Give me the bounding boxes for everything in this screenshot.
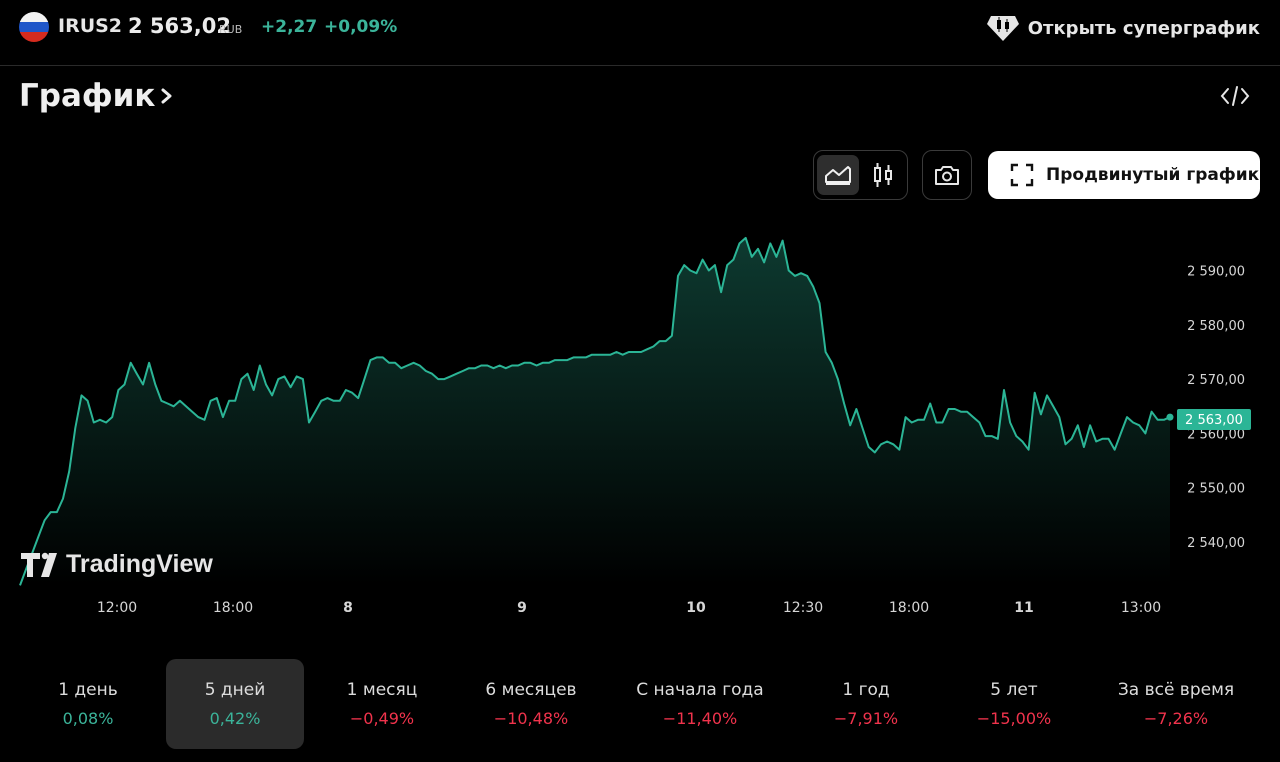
russia-flag-icon xyxy=(19,12,49,42)
code-embed-icon[interactable] xyxy=(1220,83,1250,109)
period-label: 1 день xyxy=(58,680,118,700)
area-chart-icon xyxy=(825,166,851,185)
open-supergraph-button[interactable]: Открыть суперграфик xyxy=(986,13,1260,43)
y-axis: 2 590,00 2 580,00 2 570,00 2 560,00 2 550,00… xyxy=(1187,265,1245,552)
candlestick-chart-icon xyxy=(874,163,892,187)
y-tick-label: 2 550,00 xyxy=(1187,482,1245,497)
x-tick-label: 10 xyxy=(686,600,706,616)
x-tick-label: 11 xyxy=(1014,600,1033,616)
price-line xyxy=(19,236,1171,586)
x-tick-label: 18:00 xyxy=(889,600,929,616)
snapshot-button[interactable] xyxy=(922,150,972,200)
period-change-value: −15,00% xyxy=(976,709,1052,728)
ticker-symbol: IRUS2 xyxy=(58,15,123,37)
quote-header: IRUS2 2 563,02 RUB +2,27 +0,09% Открыть … xyxy=(0,0,1280,66)
x-tick-label: 18:00 xyxy=(213,600,253,616)
y-tick-label: 2 580,00 xyxy=(1187,319,1245,334)
period-label: 1 год xyxy=(842,680,890,700)
candlestick-chart-button[interactable] xyxy=(862,155,904,195)
x-tick-label: 12:00 xyxy=(97,600,137,616)
camera-icon xyxy=(935,166,959,185)
period-performance-tabs: 1 день 0,08% 5 дней 0,42% 1 месяц −0,49% 6 мес… xyxy=(0,659,1280,749)
period-tab[interactable]: 6 месяцев −10,48% xyxy=(462,659,600,749)
last-price-label: 2 563,00 xyxy=(1185,413,1243,428)
x-tick-label: 12:30 xyxy=(783,600,823,616)
period-tab[interactable]: С начала года −11,40% xyxy=(630,659,770,749)
chevron-right-icon xyxy=(161,88,172,104)
last-price-dot xyxy=(1166,413,1174,421)
x-tick-label: 9 xyxy=(517,600,527,616)
y-tick-label: 2 590,00 xyxy=(1187,265,1245,280)
last-price-badge xyxy=(1177,409,1251,430)
x-tick-label: 8 xyxy=(343,600,353,616)
period-change-value: −11,40% xyxy=(662,709,738,728)
period-label: 1 месяц xyxy=(346,680,418,700)
price-change-absolute: +2,27 xyxy=(261,17,318,37)
x-tick-label: 13:00 xyxy=(1121,600,1161,616)
period-change-value: −0,49% xyxy=(349,709,415,728)
period-tab[interactable]: 1 месяц −0,49% xyxy=(313,659,451,749)
advanced-chart-label: Продвинутый график xyxy=(1046,165,1260,185)
chart-section-title-link[interactable]: График xyxy=(19,78,175,114)
period-change-value: −7,26% xyxy=(1143,709,1209,728)
y-tick-label: 2 570,00 xyxy=(1187,373,1245,388)
price-change-percent: +0,09% xyxy=(324,17,398,37)
period-label: С начала года xyxy=(636,680,764,700)
current-price: 2 563,02 xyxy=(128,14,231,38)
advanced-chart-button[interactable]: Продвинутый график xyxy=(988,151,1260,199)
tradingview-watermark: TradingView xyxy=(21,550,213,578)
period-tab[interactable]: За всё время −7,26% xyxy=(1107,659,1245,749)
period-label: 6 месяцев xyxy=(485,680,577,700)
price-currency: RUB xyxy=(219,23,243,36)
period-change-value: 0,08% xyxy=(62,709,114,728)
period-change-value: 0,42% xyxy=(209,709,261,728)
area-fill xyxy=(20,237,1170,586)
period-label: 5 лет xyxy=(990,680,1038,700)
period-tab[interactable]: 5 лет −15,00% xyxy=(945,659,1083,749)
price-area-chart[interactable]: 2 590,00 2 580,00 2 570,00 2 560,00 2 550,00… xyxy=(0,215,1280,625)
period-change-value: −7,91% xyxy=(833,709,899,728)
plot-area xyxy=(19,236,1174,586)
period-tab[interactable]: 1 день 0,08% xyxy=(19,659,157,749)
diamond-candlestick-icon xyxy=(986,16,1019,41)
period-label: 5 дней xyxy=(204,680,266,700)
chart-section-title: График xyxy=(19,78,156,114)
x-axis: 12:00 18:00 8 9 10 12:30 18:00 11 13:00 xyxy=(97,600,1161,616)
period-tab[interactable]: 5 дней 0,42% xyxy=(166,659,304,749)
open-supergraph-label: Открыть суперграфик xyxy=(1027,17,1260,39)
period-label: За всё время xyxy=(1117,680,1235,700)
area-chart-button[interactable] xyxy=(817,155,859,195)
fullscreen-icon xyxy=(1010,163,1034,187)
period-change-value: −10,48% xyxy=(493,709,569,728)
watermark-label: TradingView xyxy=(66,550,213,578)
y-tick-label: 2 560,00 xyxy=(1187,427,1245,442)
y-tick-label: 2 540,00 xyxy=(1187,536,1245,551)
last-price-marker: 2 563,00 xyxy=(1177,409,1251,430)
period-tab[interactable]: 1 год −7,91% xyxy=(797,659,935,749)
chart-type-switcher xyxy=(813,150,908,200)
